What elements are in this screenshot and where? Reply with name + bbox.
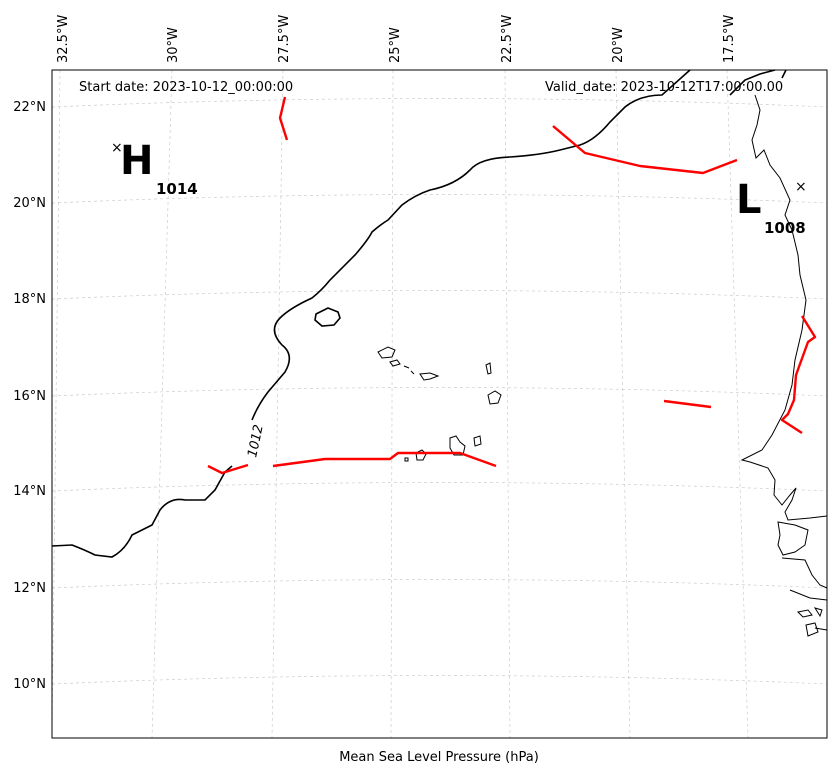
front-line — [207, 463, 249, 475]
island-santo-antao — [377, 346, 396, 359]
high-pressure-center: × H 1014 — [111, 138, 198, 198]
high-value: 1014 — [156, 180, 198, 198]
isobars — [51, 69, 787, 558]
high-label: H — [120, 138, 153, 184]
lat-label: 16°N — [13, 389, 46, 404]
front-line — [780, 315, 817, 435]
start-date: Start date: 2023-10-12_00:00:00 — [79, 80, 293, 95]
lat-label: 22°N — [13, 100, 46, 115]
map-caption: Mean Sea Level Pressure (hPa) — [339, 750, 539, 765]
isobar-label: 1012 — [245, 423, 267, 458]
center-marker-icon: × — [795, 179, 807, 195]
lat-label: 18°N — [13, 292, 46, 307]
lon-label: 17.5°W — [722, 15, 737, 63]
front-line — [552, 125, 738, 175]
lat-label: 14°N — [13, 484, 46, 499]
graticule — [51, 69, 828, 739]
latitude-labels: 22°N 20°N 18°N 16°N 14°N 12°N 10°N — [13, 100, 46, 692]
front-line — [278, 96, 289, 141]
lat-label: 10°N — [13, 677, 46, 692]
lon-label: 27.5°W — [277, 15, 292, 63]
coastlines — [377, 94, 828, 637]
lat-label: 12°N — [13, 581, 46, 596]
valid-date: Valid_date: 2023-10-12T17:00:00.00 — [545, 80, 783, 95]
low-value: 1008 — [764, 219, 806, 237]
lon-label: 25°W — [388, 27, 403, 63]
fronts — [207, 96, 817, 475]
lon-label: 32.5°W — [56, 15, 71, 63]
lon-label: 30°W — [166, 27, 181, 63]
low-label: L — [736, 177, 762, 223]
low-pressure-center: × L 1008 — [736, 177, 807, 237]
longitude-labels: 32.5°W 30°W 27.5°W 25°W 22.5°W 20°W 17.5… — [56, 15, 737, 63]
front-line — [272, 451, 497, 468]
lat-label: 20°N — [13, 196, 46, 211]
center-marker-icon: × — [111, 140, 123, 156]
map-frame — [51, 69, 828, 739]
isobar-1012-ring — [314, 307, 341, 327]
lon-label: 22.5°W — [500, 15, 515, 63]
isobar-1012 — [51, 465, 233, 558]
lon-label: 20°W — [611, 27, 626, 63]
front-line — [663, 399, 712, 409]
africa-coastline — [740, 94, 828, 521]
isobar-1012 — [251, 69, 691, 421]
